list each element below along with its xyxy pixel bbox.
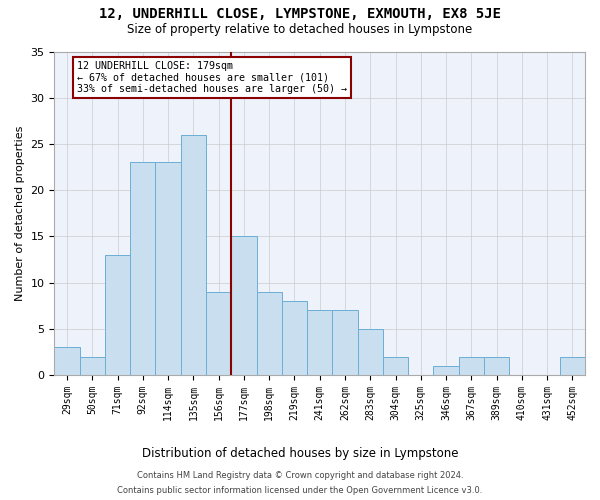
- Bar: [130, 162, 155, 375]
- Bar: [307, 310, 332, 375]
- Bar: [484, 356, 509, 375]
- Bar: [231, 236, 257, 375]
- Text: Contains public sector information licensed under the Open Government Licence v3: Contains public sector information licen…: [118, 486, 482, 495]
- Bar: [181, 134, 206, 375]
- Text: 12 UNDERHILL CLOSE: 179sqm
← 67% of detached houses are smaller (101)
33% of sem: 12 UNDERHILL CLOSE: 179sqm ← 67% of deta…: [77, 60, 347, 94]
- Bar: [257, 292, 282, 375]
- Text: Contains HM Land Registry data © Crown copyright and database right 2024.: Contains HM Land Registry data © Crown c…: [137, 471, 463, 480]
- Bar: [55, 348, 80, 375]
- Bar: [332, 310, 358, 375]
- Bar: [358, 329, 383, 375]
- Text: Distribution of detached houses by size in Lympstone: Distribution of detached houses by size …: [142, 447, 458, 460]
- Bar: [282, 301, 307, 375]
- Bar: [206, 292, 231, 375]
- Bar: [105, 255, 130, 375]
- Bar: [433, 366, 458, 375]
- Text: 12, UNDERHILL CLOSE, LYMPSTONE, EXMOUTH, EX8 5JE: 12, UNDERHILL CLOSE, LYMPSTONE, EXMOUTH,…: [99, 8, 501, 22]
- Bar: [155, 162, 181, 375]
- Bar: [458, 356, 484, 375]
- Y-axis label: Number of detached properties: Number of detached properties: [15, 126, 25, 301]
- Bar: [560, 356, 585, 375]
- Bar: [80, 356, 105, 375]
- Text: Size of property relative to detached houses in Lympstone: Size of property relative to detached ho…: [127, 22, 473, 36]
- Bar: [383, 356, 408, 375]
